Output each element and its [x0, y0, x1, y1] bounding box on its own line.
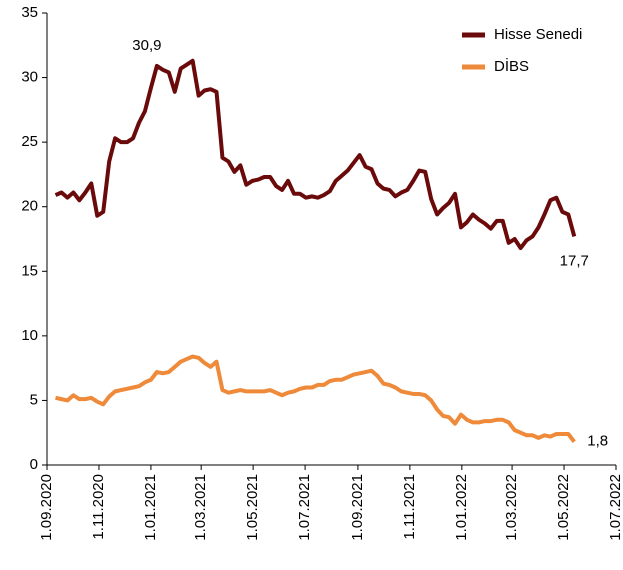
x-tick-label: 1.09.2020	[38, 474, 55, 541]
legend-label: DİBS	[494, 57, 529, 75]
data-label: 1,8	[587, 433, 608, 450]
x-tick-label: 1.07.2021	[296, 474, 313, 541]
x-tick-label: 1.07.2022	[607, 474, 623, 541]
x-tick-label: 1.01.2022	[453, 474, 470, 541]
y-tick-label: 15	[21, 262, 38, 279]
x-tick-label: 1.11.2020	[90, 474, 107, 540]
y-tick-label: 0	[30, 456, 38, 473]
line-series	[54, 58, 577, 251]
y-tick-label: 10	[21, 327, 38, 344]
line-series	[55, 354, 576, 443]
x-tick-label: 1.11.2021	[401, 474, 418, 540]
data-label: 30,9	[132, 37, 161, 54]
x-tick-label: 1.05.2022	[555, 474, 572, 541]
x-tick-label: 1.03.2022	[503, 474, 520, 541]
y-tick-label: 20	[21, 198, 38, 215]
x-tick-label: 1.03.2021	[192, 474, 209, 541]
x-tick-label: 1.09.2021	[349, 474, 366, 541]
x-tick-label: 1.05.2021	[244, 474, 261, 541]
y-tick-label: 35	[21, 4, 38, 21]
y-tick-label: 5	[30, 391, 38, 408]
x-tick-label: 1.01.2021	[142, 474, 159, 541]
data-label: 17,7	[560, 252, 589, 269]
y-tick-label: 30	[21, 69, 38, 86]
legend-label: Hisse Senedi	[494, 26, 582, 43]
y-tick-label: 25	[21, 133, 38, 150]
